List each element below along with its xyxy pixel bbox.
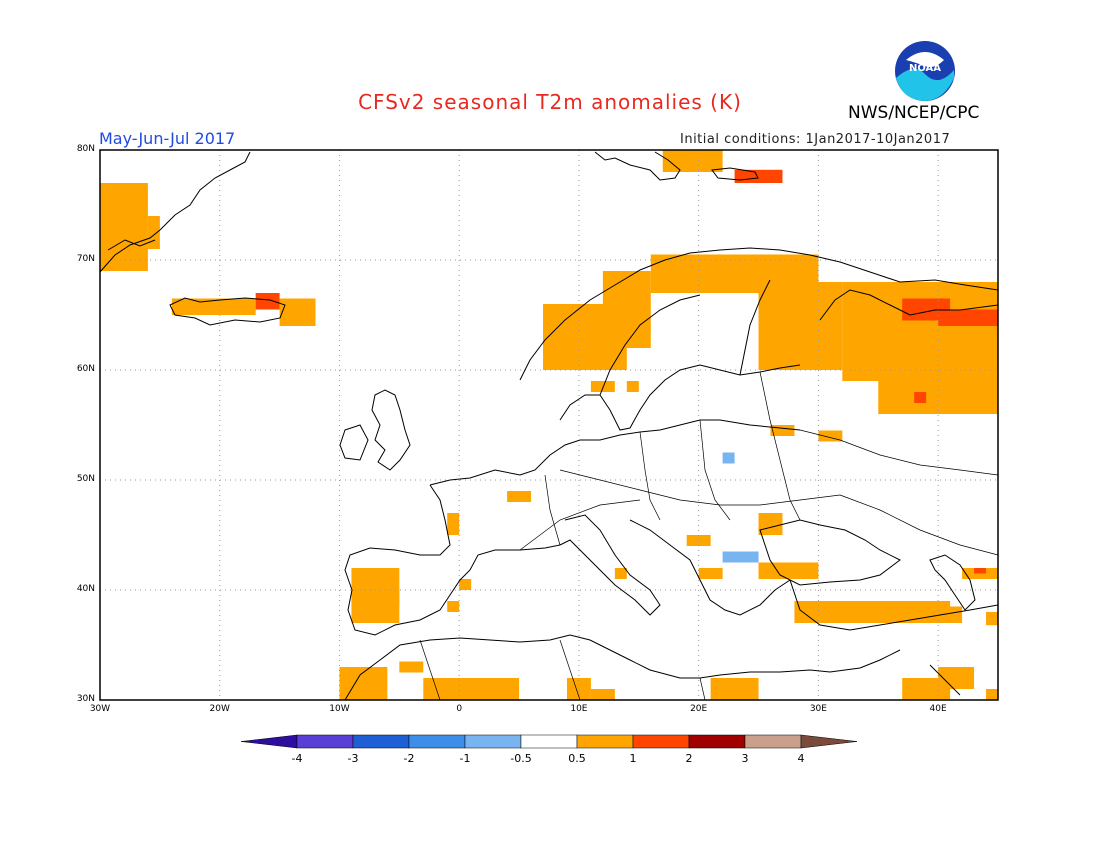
anomaly-cell	[279, 298, 316, 326]
anomaly-cell	[375, 590, 400, 607]
anomaly-cell	[902, 606, 963, 623]
anomaly-cell	[722, 452, 735, 464]
longitude-label: 0	[456, 704, 463, 714]
anomaly-cell	[255, 293, 280, 310]
anomaly-cell	[938, 667, 975, 689]
anomaly-cell	[974, 568, 987, 574]
legend-label: 1	[629, 752, 637, 765]
noaa-logo-icon: NOAA	[895, 41, 955, 101]
legend-label: -4	[291, 752, 303, 765]
anomaly-cell	[878, 370, 998, 414]
anomaly-cell	[171, 298, 256, 315]
latitude-label: 30N	[76, 694, 95, 704]
organization-label: NWS/NCEP/CPC	[848, 103, 980, 123]
map-title: CFSv2 seasonal T2m anomalies (K)	[358, 90, 742, 114]
coastlines-and-borders	[99, 151, 999, 701]
anomaly-cell	[698, 568, 723, 579]
anomaly-cell	[938, 309, 998, 326]
legend-swatch	[296, 734, 354, 749]
color-legend-bar	[240, 734, 858, 749]
anomaly-cell	[758, 513, 783, 535]
legend-label: -3	[347, 752, 359, 765]
legend-label: -1	[459, 752, 471, 765]
anomaly-cell	[710, 678, 759, 700]
legend-swatch	[688, 734, 746, 749]
legend-arrow-left	[240, 734, 298, 749]
anomaly-cells	[100, 150, 998, 700]
svg-text:NOAA: NOAA	[909, 63, 941, 74]
anomaly-cell	[734, 169, 783, 183]
legend-label: 0.5	[568, 752, 586, 765]
anomaly-cell	[459, 579, 472, 590]
longitude-label: 10W	[329, 704, 350, 714]
legend-swatch	[576, 734, 634, 749]
anomaly-cell	[447, 601, 460, 612]
anomaly-cell	[507, 491, 532, 502]
anomaly-cell	[902, 678, 951, 700]
latitude-label: 50N	[76, 474, 95, 484]
initial-conditions-label: Initial conditions: 1Jan2017-10Jan2017	[680, 132, 951, 147]
anomaly-cell	[614, 568, 627, 579]
legend-swatch	[352, 734, 410, 749]
anomaly-cell	[914, 392, 927, 403]
legend-label: 4	[797, 752, 805, 765]
anomaly-cell	[626, 381, 639, 392]
legend-label: 3	[741, 752, 749, 765]
longitude-label: 30E	[809, 704, 827, 714]
longitude-label: 20W	[209, 704, 230, 714]
legend-label: 2	[685, 752, 693, 765]
latitude-label: 70N	[76, 254, 95, 264]
legend-swatch	[520, 734, 578, 749]
anomaly-cell	[423, 678, 520, 700]
season-label: May-Jun-Jul 2017	[99, 129, 236, 148]
anomaly-cell	[662, 150, 723, 172]
latitude-label: 80N	[76, 144, 95, 154]
legend-swatch	[408, 734, 466, 749]
anomaly-cell	[758, 282, 843, 370]
longitude-label: 20E	[690, 704, 708, 714]
legend-swatch	[632, 734, 690, 749]
anomaly-cell	[770, 425, 795, 436]
anomaly-cell	[590, 689, 615, 700]
longitude-label: 30W	[89, 704, 111, 714]
anomaly-cell	[566, 678, 591, 700]
legend-label: -0.5	[510, 752, 532, 765]
anomaly-cell	[399, 661, 424, 673]
longitude-label: 10E	[570, 704, 588, 714]
longitude-label: 40E	[929, 704, 947, 714]
anomaly-cell	[986, 612, 998, 626]
latitude-label: 60N	[76, 364, 95, 374]
anomaly-cell	[722, 551, 759, 563]
anomaly-cell	[758, 562, 819, 579]
graticule	[100, 150, 998, 700]
anomaly-cell	[602, 271, 651, 348]
anomaly-cell	[447, 513, 460, 535]
legend-label: -2	[403, 752, 415, 765]
legend-swatch	[464, 734, 522, 749]
latitude-label: 40N	[76, 584, 95, 594]
map-frame	[99, 149, 999, 701]
anomaly-cell	[986, 689, 998, 700]
legend-arrow-right	[800, 734, 858, 749]
anomaly-cell	[818, 430, 843, 442]
legend-swatch	[744, 734, 802, 749]
anomaly-cell	[842, 282, 998, 381]
anomaly-cell	[147, 216, 160, 249]
anomaly-cell	[100, 183, 148, 271]
